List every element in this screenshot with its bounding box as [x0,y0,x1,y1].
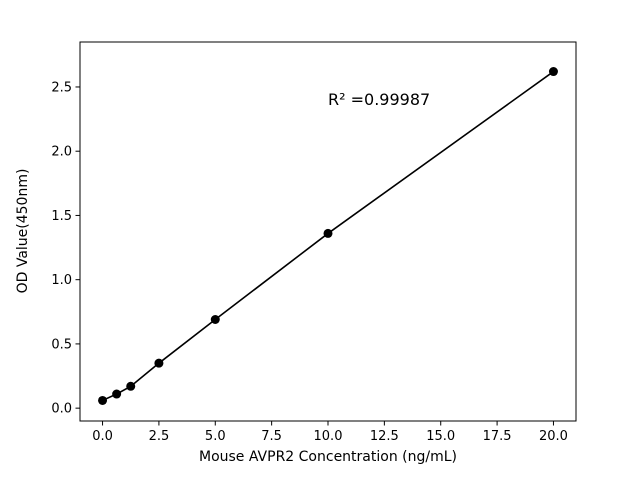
x-tick-label: 15.0 [426,429,455,444]
x-tick-label: 10.0 [314,429,343,444]
x-axis-label: Mouse AVPR2 Concentration (ng/mL) [199,449,457,465]
y-tick-label: 2.5 [51,80,72,95]
plot-border [79,41,577,422]
x-tick-label: 2.5 [149,429,170,444]
x-tick-label: 5.0 [205,429,226,444]
y-axis-label: OD Value(450nm) [15,169,31,294]
r-squared-annotation: R² =0.99987 [328,90,430,109]
y-tick-label: 1.5 [51,209,72,224]
y-tick-label: 0.0 [51,402,72,417]
x-tick-label: 0.0 [92,429,113,444]
x-tick-label: 12.5 [370,429,399,444]
y-tick-label: 0.5 [51,337,72,352]
x-tick-label: 17.5 [483,429,512,444]
x-tick-label: 7.5 [261,429,282,444]
standard-curve-line [102,70,554,402]
x-tick-label: 20.0 [539,429,568,444]
y-tick-label: 1.0 [51,273,72,288]
y-tick-label: 2.0 [51,145,72,160]
